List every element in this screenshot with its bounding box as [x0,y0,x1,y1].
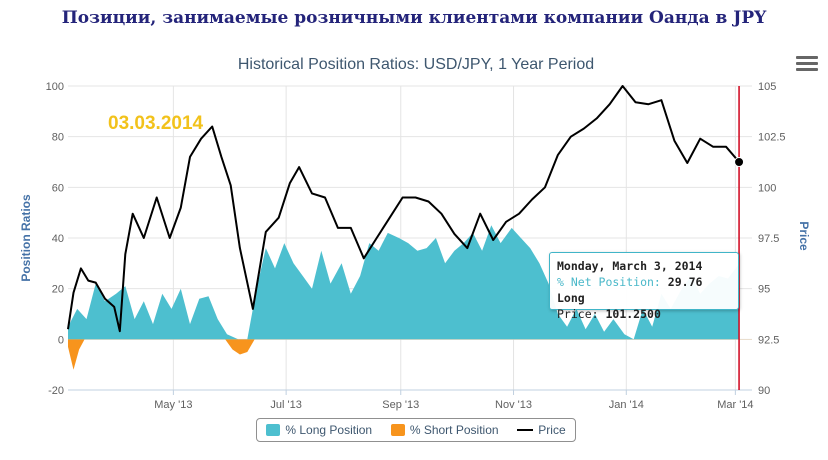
tooltip-price-label: Price: [557,307,599,321]
tooltip-net-value: 29.76 Long [557,275,703,305]
y-left-tick-label: 100 [46,81,64,93]
tooltip-date: Monday, March 3, 2014 [557,259,703,273]
legend-label-long: % Long Position [285,423,373,437]
chart-tooltip: Monday, March 3, 2014 % Net Position: 29… [549,252,739,321]
y-left-axis-title: Position Ratios [19,194,33,282]
x-tick-label: Mar '14 [717,399,753,411]
price-series-line [67,85,740,333]
y-left-tick-label: 0 [58,334,64,346]
tick-labels: -20 0 20 40 60 80 100 May '13 Jul '13 Sep '13 Nov … [46,81,786,411]
price-line-layer [67,85,745,390]
y-left-tick-label: -20 [48,385,64,397]
page-title: Позиции, занимаемые розничными клиентами… [61,8,767,28]
legend-swatch-short [390,424,405,436]
y-right-tick-label: 100 [758,182,776,194]
y-left-tick-label: 80 [52,132,64,144]
x-tick-label: May '13 [154,399,192,411]
legend-item-short[interactable]: % Short Position [390,423,499,437]
x-tick-label: Jul '13 [270,399,301,411]
legend-swatch-long [266,424,281,436]
chart-menu-button[interactable] [796,56,818,76]
short-position-area [68,339,752,370]
y-right-tick-label: 92.5 [758,334,779,346]
y-right-tick-label: 90 [758,385,770,397]
legend-item-long[interactable]: % Long Position [266,423,372,437]
x-tick-label: Sep '13 [382,399,419,411]
y-left-tick-label: 20 [52,284,64,296]
y-left-tick-label: 60 [52,182,64,194]
y-right-tick-label: 102.5 [758,132,786,144]
legend-label-short: % Short Position [409,423,499,437]
tooltip-net-label: % Net Position: [557,275,661,289]
hover-point-marker [734,157,745,167]
x-tick-label: Jan '14 [609,399,644,411]
y-right-tick-label: 105 [758,81,776,93]
legend-swatch-price [517,429,534,431]
long-position-series [68,225,740,340]
y-left-tick-label: 40 [52,233,64,245]
legend-item-price[interactable]: Price [517,423,566,437]
y-right-tick-label: 95 [758,284,770,296]
chart-legend: % Long Position % Short Position Price [256,418,576,442]
hamburger-menu-icon [796,56,818,71]
long-position-area [68,225,740,340]
chart-title: Historical Position Ratios: USD/JPY, 1 Y… [238,56,594,73]
x-tick-label: Nov '13 [495,399,532,411]
y-right-axis-title: Price [797,221,811,251]
legend-label-price: Price [538,423,566,437]
short-position-series [68,339,752,370]
tooltip-price-value: 101.2500 [605,307,661,321]
y-right-tick-label: 97.5 [758,233,779,245]
date-stamp: 03.03.2014 [108,113,204,134]
